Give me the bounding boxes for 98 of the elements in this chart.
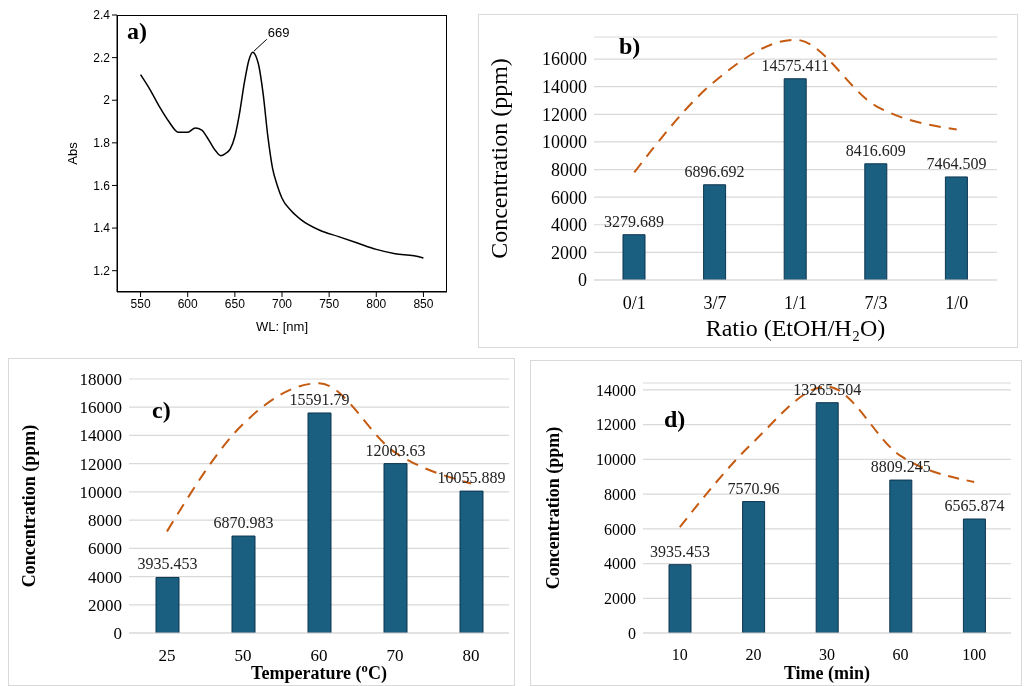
y-axis-title: Concentration (ppm) bbox=[543, 426, 565, 590]
x-tick-label: 0/1 bbox=[622, 292, 646, 313]
data-label: 10055.889 bbox=[437, 469, 506, 487]
x-tick-label: 80 bbox=[462, 646, 480, 666]
y-tick-label: 2000 bbox=[604, 589, 636, 607]
y-tick-label: 2000 bbox=[551, 242, 587, 263]
y-tick-label: 18000 bbox=[79, 370, 122, 390]
data-label: 8809.245 bbox=[870, 458, 931, 476]
y-tick-label: 2.4 bbox=[93, 8, 111, 23]
x-tick-label: 550 bbox=[130, 296, 151, 311]
y-tick-label: 4000 bbox=[551, 215, 587, 236]
bar bbox=[815, 402, 839, 633]
bar bbox=[783, 78, 807, 280]
data-label: 3279.689 bbox=[604, 212, 664, 230]
x-tick-label: 30 bbox=[819, 646, 835, 664]
bar bbox=[231, 535, 256, 633]
annotation: c) bbox=[152, 397, 171, 424]
bar bbox=[383, 463, 408, 633]
x-tick-label: 850 bbox=[413, 296, 434, 311]
x-tick-label: 70 bbox=[386, 646, 404, 666]
y-axis-title: Concentration (ppm) bbox=[19, 424, 41, 588]
y-tick-label: 1.8 bbox=[93, 136, 111, 151]
y-axis-title: Concentration (ppm) bbox=[485, 58, 512, 259]
y-tick-label: 2000 bbox=[88, 595, 122, 615]
data-label: 6870.983 bbox=[213, 514, 274, 532]
x-tick-label: 3/7 bbox=[703, 292, 727, 313]
x-tick-label: 1/0 bbox=[945, 292, 969, 313]
x-tick-label: 800 bbox=[366, 296, 387, 311]
x-tick-label: 600 bbox=[177, 296, 199, 311]
annotation: d) bbox=[664, 406, 686, 433]
y-tick-label: 2 bbox=[103, 93, 111, 108]
y-tick-label: 10000 bbox=[79, 482, 122, 502]
y-tick-label: 1.4 bbox=[93, 221, 111, 236]
x-tick-label: 1/1 bbox=[783, 292, 808, 313]
data-label: 6896.692 bbox=[684, 162, 745, 180]
data-label: 15591.79 bbox=[289, 390, 350, 408]
y-tick-label: 4000 bbox=[88, 567, 122, 587]
x-tick-label: 100 bbox=[962, 646, 987, 664]
y-tick-label: 10000 bbox=[542, 132, 587, 153]
y-tick-label: 14000 bbox=[542, 77, 587, 98]
y-tick-label: 6000 bbox=[88, 539, 122, 559]
annotation: 669 bbox=[267, 25, 290, 41]
y-axis-title: Abs bbox=[65, 141, 81, 165]
y-tick-label: 12000 bbox=[79, 454, 122, 474]
y-tick-label: 10000 bbox=[596, 451, 636, 469]
bar bbox=[307, 412, 332, 633]
y-tick-label: 8000 bbox=[88, 511, 122, 531]
x-tick-label: 60 bbox=[892, 646, 909, 664]
data-label: 6565.874 bbox=[944, 497, 1005, 515]
data-label: 7570.96 bbox=[727, 479, 780, 497]
x-axis-title: Ratio (EtOH/H₂O) bbox=[705, 315, 886, 341]
y-tick-label: 16000 bbox=[542, 49, 587, 70]
bar bbox=[962, 518, 986, 633]
y-tick-label: 14000 bbox=[79, 426, 122, 446]
x-axis-title: Time (min) bbox=[783, 663, 871, 684]
bar bbox=[944, 176, 968, 280]
data-label: 8416.609 bbox=[845, 141, 906, 159]
x-tick-label: 25 bbox=[158, 646, 176, 666]
annotation: b) bbox=[619, 33, 641, 60]
y-tick-label: 12000 bbox=[596, 416, 636, 434]
y-tick-label: 8000 bbox=[604, 485, 636, 503]
y-tick-label: 0 bbox=[578, 270, 587, 291]
y-tick-label: 2.2 bbox=[93, 50, 111, 65]
x-tick-label: 20 bbox=[745, 646, 762, 664]
x-tick-label: 700 bbox=[271, 296, 293, 311]
x-tick-label: 650 bbox=[224, 296, 246, 311]
data-label: 12003.63 bbox=[365, 441, 426, 459]
bar bbox=[703, 184, 727, 280]
y-tick-label: 12000 bbox=[542, 104, 587, 125]
x-tick-label: 10 bbox=[671, 646, 688, 664]
bar bbox=[622, 234, 646, 280]
y-tick-label: 1.6 bbox=[93, 178, 111, 193]
y-tick-label: 14000 bbox=[596, 381, 636, 399]
bar bbox=[889, 479, 913, 633]
y-tick-label: 1.2 bbox=[93, 263, 111, 278]
x-tick-label: 7/3 bbox=[864, 292, 888, 313]
x-axis-title: WL: [nm] bbox=[255, 319, 309, 334]
bar bbox=[864, 163, 888, 280]
y-tick-label: 16000 bbox=[79, 398, 122, 418]
data-label: 7464.509 bbox=[926, 154, 987, 172]
bar bbox=[668, 564, 692, 633]
data-label: 13265.504 bbox=[793, 380, 862, 398]
data-label: 3935.453 bbox=[650, 542, 710, 560]
x-tick-label: 50 bbox=[234, 646, 252, 666]
bar bbox=[459, 490, 484, 633]
y-tick-label: 0 bbox=[113, 624, 122, 644]
y-tick-label: 4000 bbox=[604, 555, 636, 573]
y-tick-label: 8000 bbox=[551, 159, 587, 180]
bar bbox=[742, 501, 766, 633]
line-series bbox=[139, 51, 425, 259]
annotation: a) bbox=[127, 18, 147, 45]
y-tick-label: 6000 bbox=[604, 520, 636, 538]
y-tick-label: 0 bbox=[628, 624, 636, 642]
data-label: 14575.411 bbox=[761, 56, 829, 74]
data-label: 3935.453 bbox=[137, 555, 198, 573]
y-tick-label: 6000 bbox=[551, 187, 587, 208]
bar bbox=[155, 576, 180, 633]
x-tick-label: 750 bbox=[319, 296, 340, 311]
